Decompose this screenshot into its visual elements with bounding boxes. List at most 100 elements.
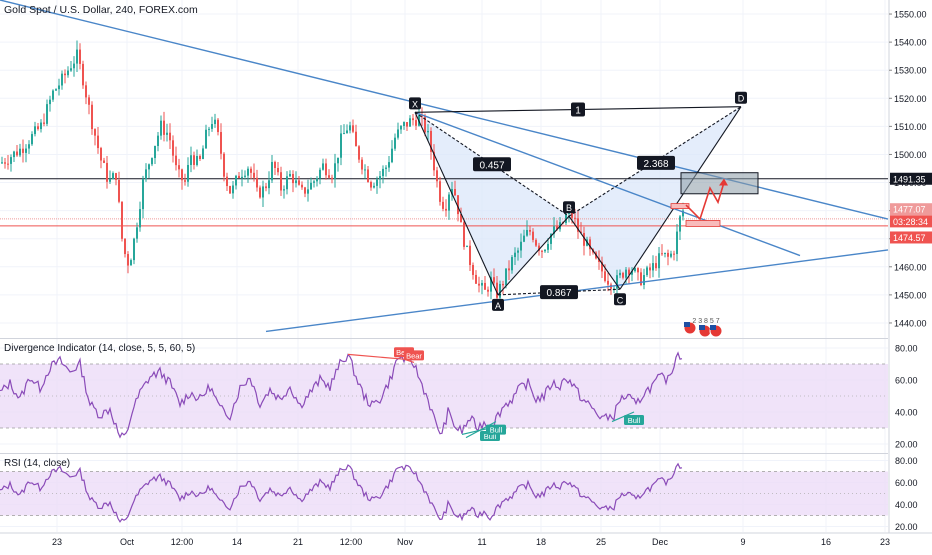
candle — [283, 185, 285, 199]
candle — [166, 123, 168, 142]
candle-body — [364, 169, 366, 171]
candle — [268, 171, 270, 195]
point-label-text: X — [412, 99, 418, 109]
candle — [307, 179, 309, 202]
candle — [94, 128, 96, 146]
candle — [169, 123, 171, 150]
candle-body — [433, 151, 435, 171]
candle-body — [151, 158, 153, 165]
divergence-line — [347, 353, 405, 360]
candle — [472, 262, 474, 280]
candle — [532, 228, 534, 243]
candle — [229, 185, 231, 194]
candle-body — [250, 168, 252, 173]
candle-body — [496, 282, 498, 298]
pattern-ratio-label: 0.457 — [473, 157, 511, 172]
price-pane[interactable]: 0.457 0.867 2.368 1 X A B C D 2 3 8 5 7 — [0, 0, 889, 338]
candle — [379, 171, 381, 189]
candle-body — [472, 265, 474, 275]
candle-body — [115, 173, 117, 180]
candle — [58, 78, 60, 96]
candle-body — [589, 239, 591, 250]
target-zone-box — [680, 172, 759, 195]
candle-body — [403, 122, 405, 126]
price-tag-current: 1474.57 — [890, 231, 932, 244]
candle-body — [160, 120, 162, 136]
candle — [4, 157, 6, 169]
rsi-pane[interactable] — [0, 453, 888, 523]
candle-body — [58, 85, 60, 90]
grid-lines — [0, 0, 888, 532]
rsi-pane-title: RSI (14, close) — [4, 458, 71, 469]
candle — [310, 177, 312, 190]
candle — [397, 122, 399, 140]
candle-body — [76, 49, 78, 64]
candle-body — [139, 209, 141, 228]
candle — [382, 165, 384, 184]
candle-body — [484, 282, 486, 290]
candle-body — [334, 163, 336, 180]
price-axis-bg — [889, 0, 932, 550]
candle-body — [340, 133, 342, 158]
y-tick-label: 1510.00 — [894, 122, 927, 132]
candle-body — [457, 195, 459, 215]
candle — [409, 115, 411, 127]
candle-body — [247, 168, 249, 176]
candle-body — [322, 163, 324, 170]
candle — [28, 140, 30, 154]
candle — [232, 180, 234, 199]
price-tag-bg — [890, 231, 932, 244]
candle — [298, 176, 300, 186]
price-tag-level: 1491.35 — [890, 172, 932, 185]
candle-body — [349, 125, 351, 131]
candle-body — [517, 250, 519, 253]
indicator-y-tick-label: 20.00 — [895, 440, 918, 450]
candle-body — [187, 164, 189, 182]
candle-body — [178, 165, 180, 170]
candle — [640, 268, 642, 287]
candle-body — [136, 227, 138, 239]
price-tag-upper: 1477.07 — [890, 203, 932, 216]
candle-body — [217, 119, 219, 133]
candle — [103, 157, 105, 164]
candle — [37, 123, 39, 131]
candle-body — [49, 99, 51, 105]
candle — [430, 127, 432, 160]
candle — [118, 171, 120, 204]
candle-body — [163, 120, 165, 135]
divergence-pane[interactable]: BearBearBullBullBull — [0, 338, 888, 442]
candle — [673, 250, 675, 261]
candle-body — [370, 181, 372, 188]
candle — [607, 272, 609, 292]
candle — [346, 124, 348, 134]
candle — [517, 247, 519, 261]
candle-body — [469, 245, 471, 266]
point-label-bg — [409, 97, 421, 110]
candle — [508, 260, 510, 281]
candle — [55, 88, 57, 91]
candle-body — [298, 180, 300, 185]
flag-canton — [699, 325, 705, 330]
candle — [61, 70, 63, 90]
candle-body — [523, 235, 525, 242]
candle-body — [361, 159, 363, 170]
candle-body — [7, 163, 9, 165]
candle — [457, 195, 459, 222]
candle — [85, 81, 87, 105]
candle — [160, 115, 162, 140]
candle-body — [325, 163, 327, 176]
x-tick-label: Oct — [120, 537, 135, 547]
candle — [370, 180, 372, 191]
indicator-y-tick-label: 60.00 — [895, 478, 918, 488]
candle — [271, 155, 273, 184]
candle — [403, 121, 405, 130]
candle — [172, 135, 174, 163]
candle — [505, 268, 507, 289]
candle — [319, 167, 321, 185]
candle — [244, 170, 246, 180]
candle — [481, 279, 483, 295]
candle — [157, 131, 159, 152]
candle — [583, 226, 585, 256]
